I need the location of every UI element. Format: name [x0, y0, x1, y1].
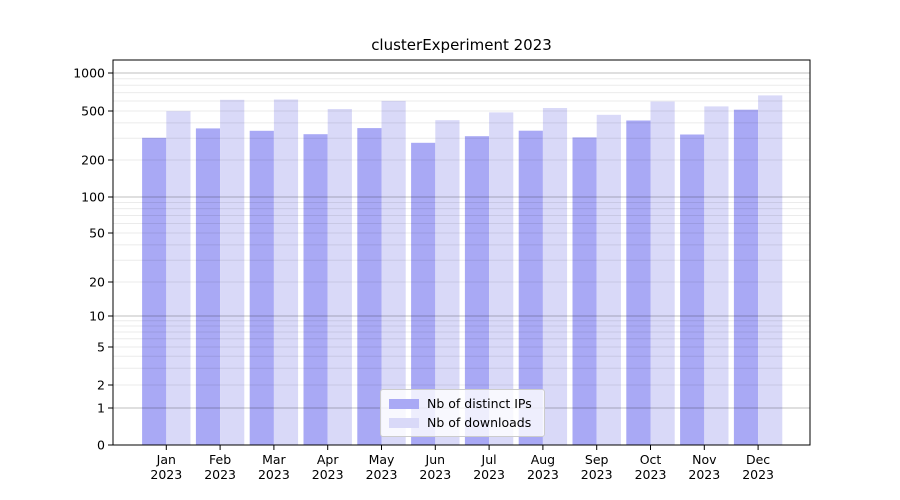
- legend-item-distinct-ips: Nb of distinct IPs: [389, 396, 536, 411]
- bar-distinct-ips-oct: [626, 120, 651, 445]
- bar-distinct-ips-apr: [303, 134, 328, 445]
- x-tick-label-month-jan: Jan: [156, 452, 176, 467]
- x-tick-label-month-apr: Apr: [317, 452, 339, 467]
- x-tick-label-month-oct: Oct: [640, 452, 662, 467]
- bar-downloads-nov: [704, 106, 729, 446]
- bar-distinct-ips-dec: [733, 109, 759, 445]
- y-tick-label-50: 50: [89, 226, 105, 241]
- bar-distinct-ips-may: [357, 128, 382, 445]
- y-tick-label-200: 200: [81, 153, 105, 168]
- x-tick-label-year-aug: 2023: [527, 467, 559, 482]
- y-tick-label-5: 5: [97, 340, 105, 355]
- legend-item-downloads: Nb of downloads: [389, 415, 536, 430]
- x-tick-label-year-jan: 2023: [150, 467, 182, 482]
- x-tick-label-year-apr: 2023: [312, 467, 344, 482]
- bar-downloads-oct: [650, 101, 675, 445]
- legend-label-distinct-ips: Nb of distinct IPs: [427, 396, 532, 411]
- legend: Nb of distinct IPs Nb of downloads: [380, 389, 545, 437]
- y-tick-label-1000: 1000: [73, 66, 105, 81]
- chart-title: clusterExperiment 2023: [371, 36, 552, 54]
- x-tick-label-month-nov: Nov: [692, 452, 717, 467]
- x-tick-label-month-dec: Dec: [746, 452, 770, 467]
- x-tick-label-year-mar: 2023: [258, 467, 290, 482]
- bar-downloads-apr: [327, 109, 352, 445]
- legend-swatch-downloads-icon: [389, 417, 419, 428]
- bar-distinct-ips-feb: [195, 128, 221, 445]
- x-tick-label-month-jun: Jun: [425, 452, 446, 467]
- x-tick-label-year-jun: 2023: [419, 467, 451, 482]
- x-tick-label-month-may: May: [369, 452, 395, 467]
- x-tick-label-year-sep: 2023: [581, 467, 613, 482]
- x-tick-label-month-aug: Aug: [531, 452, 555, 467]
- y-tick-label-2: 2: [97, 378, 105, 393]
- x-tick-label-month-jul: Jul: [481, 452, 497, 467]
- x-tick-label-month-mar: Mar: [262, 452, 286, 467]
- bar-downloads-may: [381, 100, 406, 446]
- y-tick-label-20: 20: [89, 275, 105, 290]
- x-tick-label-year-jul: 2023: [473, 467, 505, 482]
- bar-distinct-ips-sep: [572, 137, 597, 445]
- bar-downloads-dec: [758, 95, 783, 446]
- y-tick-label-0: 0: [97, 438, 105, 453]
- y-tick-label-500: 500: [81, 104, 105, 119]
- x-tick-label-year-oct: 2023: [635, 467, 667, 482]
- bar-downloads-feb: [220, 99, 245, 446]
- plot-border: [112, 59, 811, 446]
- bar-distinct-ips-jan: [142, 137, 167, 446]
- legend-swatch-distinct-ips-icon: [389, 398, 419, 409]
- bar-downloads-sep: [596, 114, 621, 446]
- legend-label-downloads: Nb of downloads: [427, 415, 532, 430]
- bar-downloads-mar: [273, 99, 299, 445]
- x-tick-label-month-feb: Feb: [209, 452, 231, 467]
- x-tick-label-year-nov: 2023: [688, 467, 720, 482]
- bar-distinct-ips-mar: [249, 130, 274, 446]
- y-tick-label-10: 10: [89, 309, 105, 324]
- y-tick-label-100: 100: [81, 190, 105, 205]
- x-tick-label-month-sep: Sep: [585, 452, 609, 467]
- x-tick-label-year-dec: 2023: [742, 467, 774, 482]
- bar-downloads-aug: [542, 108, 568, 445]
- bar-downloads-jan: [166, 111, 191, 445]
- y-tick-label-1: 1: [97, 401, 105, 416]
- x-tick-label-year-may: 2023: [366, 467, 398, 482]
- bar-distinct-ips-nov: [680, 134, 705, 445]
- x-tick-label-year-feb: 2023: [204, 467, 236, 482]
